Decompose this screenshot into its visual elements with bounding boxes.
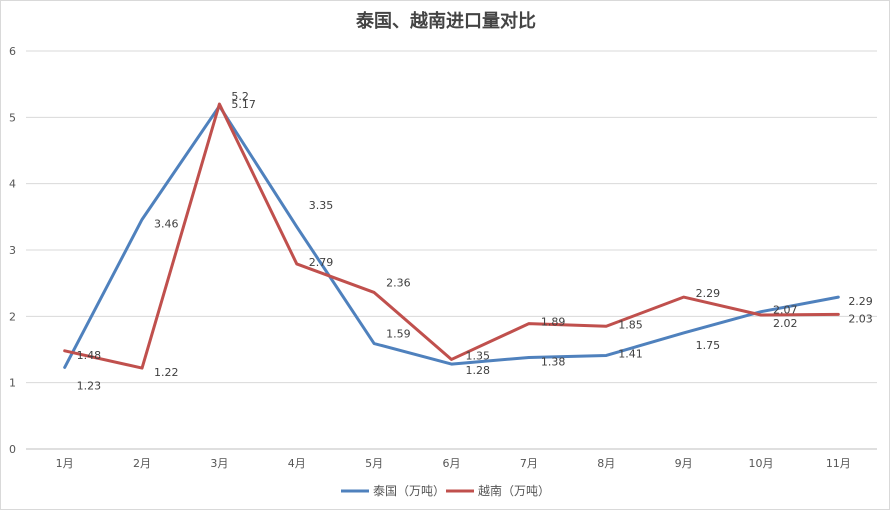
x-tick-label: 10月	[748, 457, 773, 470]
data-label: 1.89	[541, 316, 566, 329]
x-tick-label: 1月	[56, 457, 74, 470]
data-label: 2.36	[386, 276, 411, 289]
x-tick-label: 11月	[826, 457, 851, 470]
y-tick-label: 6	[9, 45, 16, 58]
chart-title: 泰国、越南进口量对比	[355, 10, 536, 32]
y-tick-label: 0	[9, 443, 16, 456]
data-label: 2.07	[773, 304, 798, 317]
data-label: 3.46	[154, 217, 179, 230]
x-tick-label: 2月	[133, 457, 151, 470]
series-line	[63, 104, 840, 369]
x-tick-label: 6月	[443, 457, 461, 470]
legend-label: 泰国（万吨）	[373, 484, 445, 498]
data-label: 1.38	[541, 355, 566, 368]
legend: 泰国（万吨） 越南（万吨）	[341, 483, 550, 498]
y-tick-label: 1	[9, 377, 16, 390]
x-tick-label: 3月	[210, 457, 228, 470]
gridlines	[26, 50, 877, 450]
x-tick-label: 9月	[675, 457, 693, 470]
data-label: 1.28	[466, 364, 491, 377]
data-label: 1.48	[77, 349, 102, 362]
data-label: 1.35	[466, 349, 491, 362]
data-label: 2.79	[309, 256, 334, 269]
data-label: 5.17	[231, 98, 256, 111]
data-label: 1.85	[618, 318, 643, 331]
y-tick-label: 4	[9, 178, 16, 191]
data-label: 1.75	[696, 339, 721, 352]
data-label: 2.29	[696, 287, 721, 300]
data-labels: 1.23 3.46 5.17 3.35 1.59 1.28 1.38 1.41 1.75 2.07…	[77, 90, 873, 392]
y-tick-label: 5	[9, 111, 16, 124]
x-tick-label: 8月	[597, 457, 615, 470]
legend-item: 泰国（万吨）	[341, 484, 445, 498]
data-label: 2.03	[848, 312, 873, 325]
data-label: 1.22	[154, 366, 179, 379]
data-label: 1.41	[618, 347, 643, 360]
data-label: 5.2	[231, 90, 249, 103]
y-tick-label: 3	[9, 244, 16, 257]
x-axis: 1月 2月 3月 4月 5月 6月 7月 8月 9月 10月 11月	[56, 457, 851, 470]
y-tick-label: 2	[9, 310, 16, 323]
data-label: 2.02	[773, 317, 798, 330]
x-tick-label: 7月	[520, 457, 538, 470]
data-label: 3.35	[309, 199, 334, 212]
x-tick-label: 5月	[365, 457, 383, 470]
data-label: 2.29	[848, 295, 873, 308]
legend-label: 越南（万吨）	[478, 483, 550, 498]
series-lines	[63, 102, 840, 370]
series-line	[63, 102, 840, 370]
x-tick-label: 4月	[288, 457, 306, 470]
data-label: 1.23	[77, 379, 102, 392]
data-label: 1.59	[386, 328, 411, 341]
legend-item: 越南（万吨）	[446, 483, 550, 498]
y-axis: 0 1 2 3 4 5 6	[9, 45, 16, 456]
